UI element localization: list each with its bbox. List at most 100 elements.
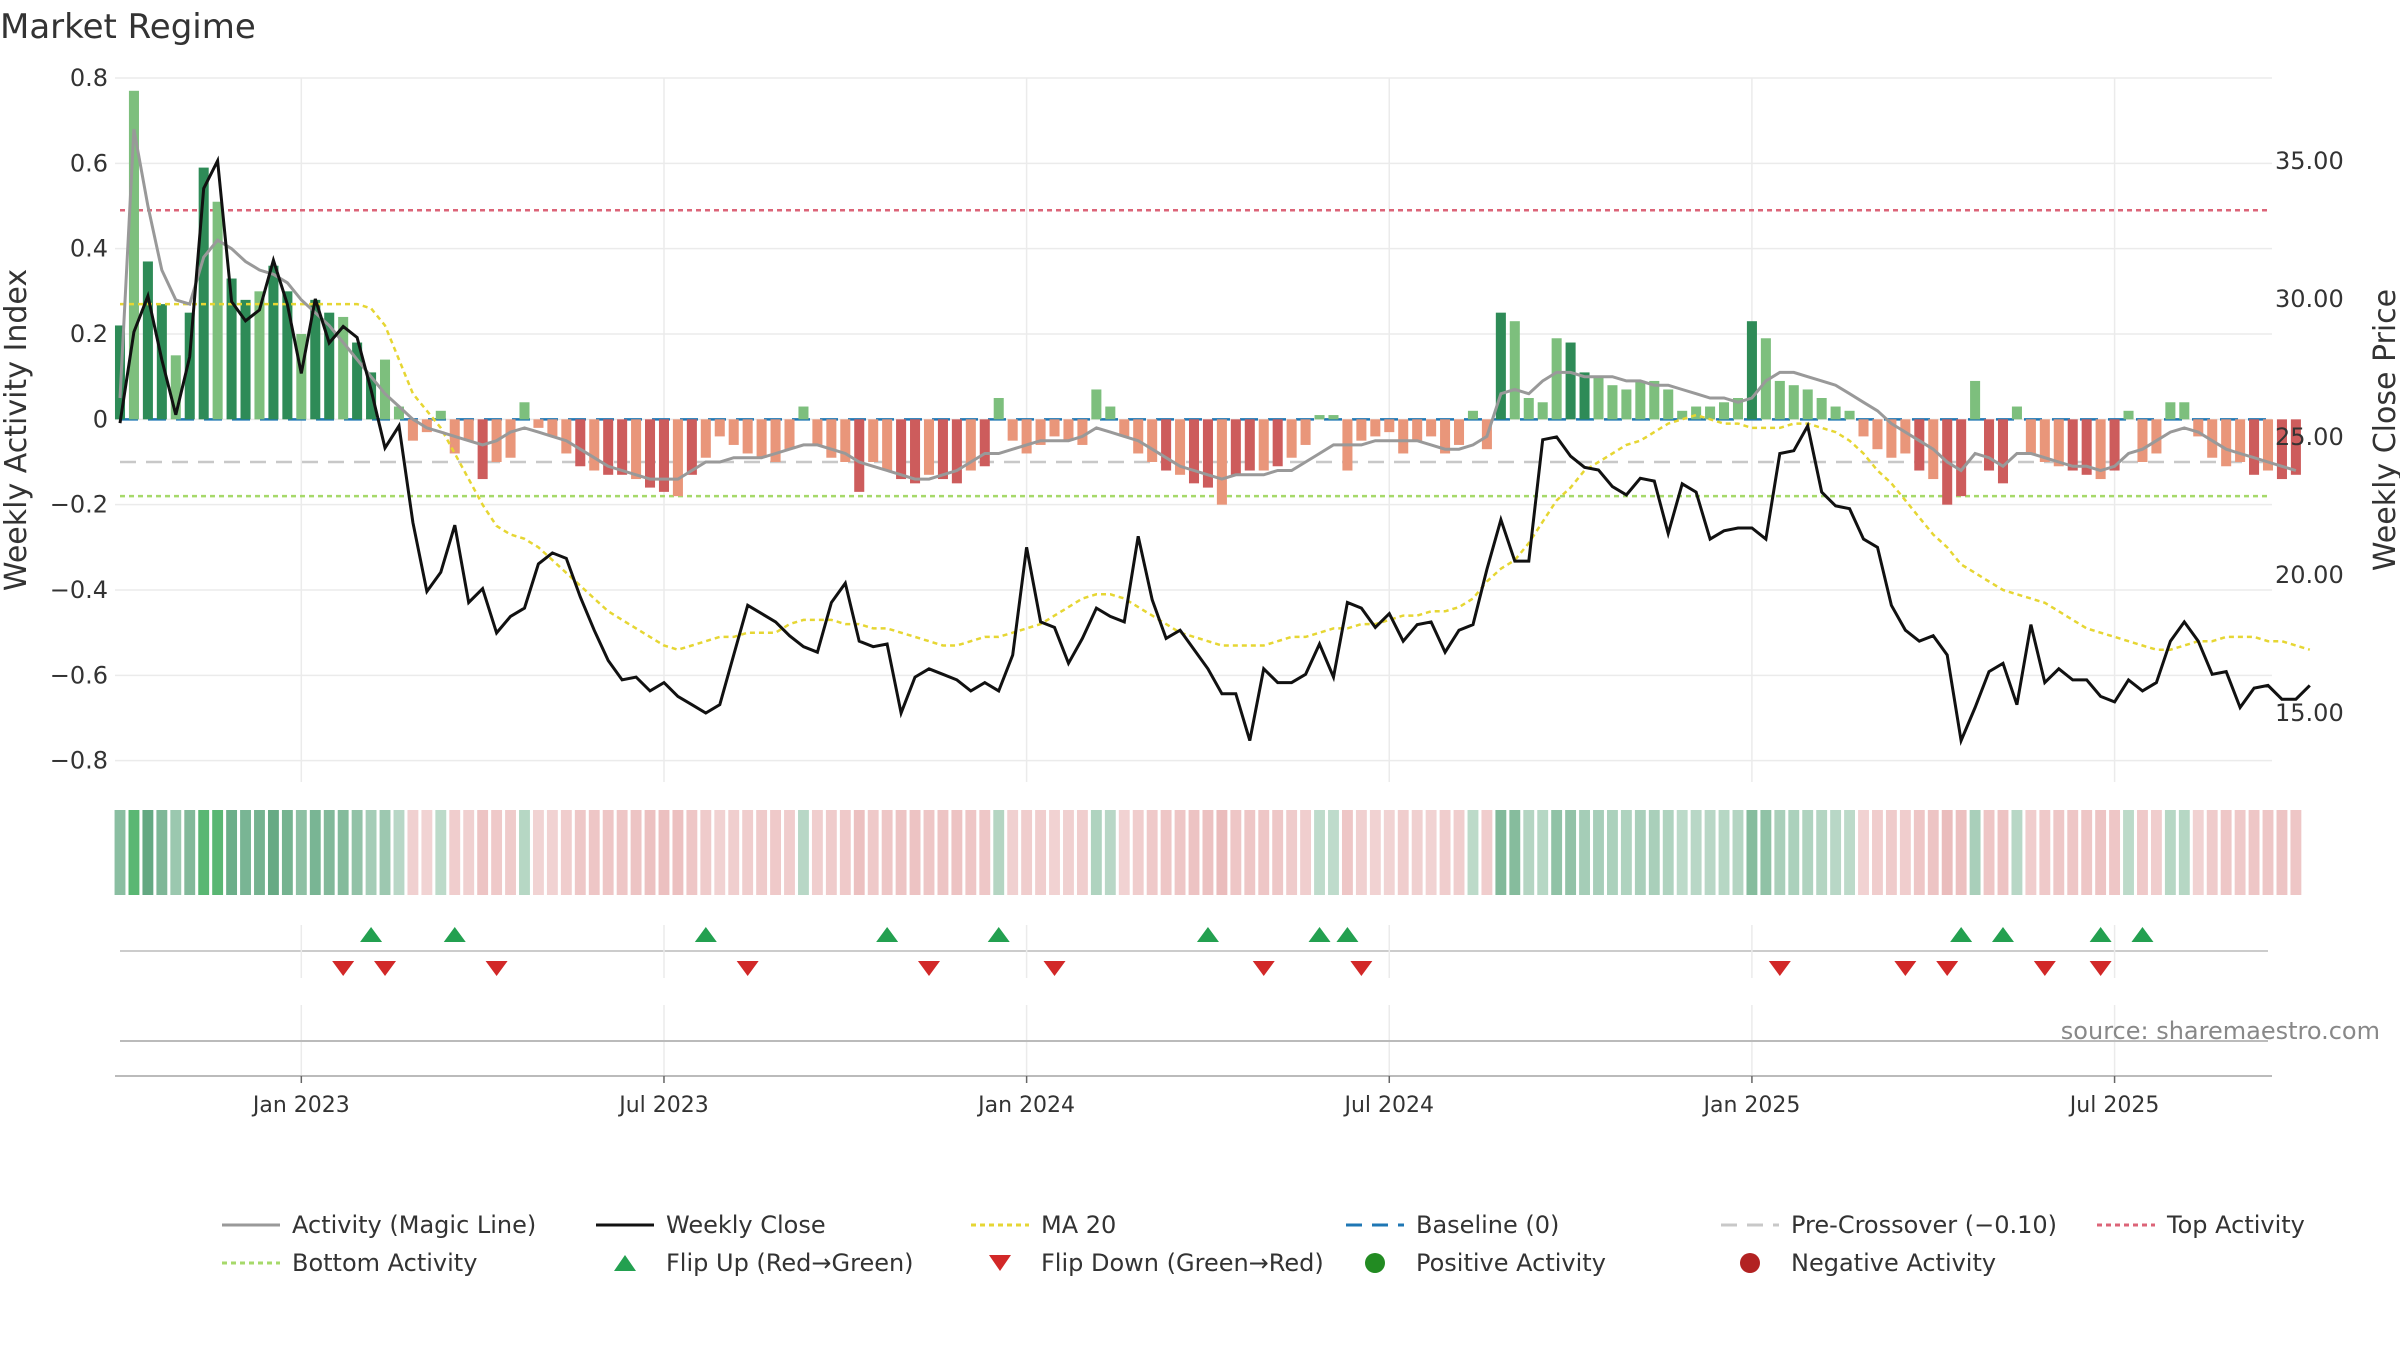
regime-cell [1955,810,1967,895]
activity-bar [1453,419,1465,445]
regime-cell [2053,810,2065,895]
regime-cell [212,810,224,895]
activity-bar [896,419,907,480]
activity-bar [1286,419,1297,458]
activity-bar [1677,410,1688,420]
activity-bar [1970,380,1981,420]
flip-up-marker [987,927,1010,942]
legend-item: Pre-Crossover (−0.10) [1721,1211,2057,1239]
activity-bar [686,419,697,475]
regime-cell [477,810,489,895]
regime-cell [1858,810,1869,895]
regime-cell [1453,810,1465,895]
activity-bar [352,342,363,420]
activity-bar [379,359,391,420]
activity-bar [1649,380,1660,420]
activity-bar [1732,398,1743,420]
activity-bar [1356,419,1367,441]
activity-bar [1091,389,1102,420]
legend-item: Flip Down (Green→Red) [989,1249,1324,1277]
activity-bar [631,419,642,480]
regime-cell [421,810,433,895]
activity-bar [1900,419,1911,454]
regime-cell [993,810,1005,895]
activity-bar [1384,419,1395,433]
regime-cell [1049,810,1060,895]
activity-bar [1467,410,1478,420]
activity-bar [784,419,795,450]
activity-bar [1691,406,1702,420]
activity-bar [2235,419,2246,462]
activity-bar [965,419,976,471]
activity-bar [700,419,711,458]
activity-bar [937,419,948,480]
regime-cell [128,810,140,895]
regime-cell [979,810,991,895]
series-lines [118,128,2311,746]
regime-cell [1411,810,1423,895]
regime-cell [658,810,670,895]
regime-cell [881,810,893,895]
activity-bar [477,419,488,480]
regime-cell [184,810,196,895]
regime-cell [533,810,544,895]
activity-bar [1161,419,1172,471]
regime-cell [2192,810,2204,895]
regime-cell [1104,810,1116,895]
regime-cell [1830,810,1842,895]
legend-swatch-triangle-down [989,1255,1011,1271]
flip-down-marker [1252,961,1275,976]
chart-title: Market Regime [0,7,256,47]
regime-cell [1314,810,1325,895]
left-tick-label: −0.6 [50,661,108,689]
activity-bar [882,419,893,471]
regime-cell [2220,810,2232,895]
flip-up-marker [1950,927,1973,942]
activity-bar [812,419,823,445]
activity-bar [463,419,474,441]
activity-bar [1886,419,1897,458]
activity-bar [1412,419,1423,441]
regime-cell [2011,810,2023,895]
activity-bar [2262,419,2274,471]
flip-up-marker [876,927,899,942]
activity-bar [2109,419,2120,471]
regime-cell [2067,810,2079,895]
regime-cell [1662,810,1674,895]
regime-cell [463,810,475,895]
regime-cell [449,810,461,895]
activity-bar [1426,419,1437,437]
legend-label: Negative Activity [1791,1249,1996,1277]
activity-bar [617,419,628,475]
activity-bar [1035,419,1046,445]
regime-cell [1537,810,1549,895]
right-tick-label: 30.00 [2275,285,2344,313]
x-axis-ticks: Jan 2023 Jul 2023 Jan 2024 Jul 2024 Jan 2025… [251,1076,2159,1118]
activity-bar [854,419,865,492]
regime-cell [1551,810,1563,895]
x-tick-label: Jan 2024 [976,1093,1075,1118]
activity-bar [1202,419,1213,488]
regime-cell [560,810,572,895]
activity-bar [2207,419,2218,458]
regime-cell [1300,810,1312,895]
magic-line [118,128,2297,481]
activity-bar [951,419,962,484]
legend-swatch-triangle-up [614,1255,636,1271]
activity-bar [2221,419,2232,467]
regime-cell [2206,810,2218,895]
activity-bar [254,291,265,420]
activity-bar [1551,338,1562,420]
regime-strip [114,810,2302,895]
regime-cell [2025,810,2037,895]
activity-bar [2053,419,2064,467]
activity-bar [1049,419,1060,437]
activity-bar [1147,419,1158,462]
bottom-timeline-panel [115,1005,2272,1077]
activity-bar [1509,321,1520,420]
left-tick-label: 0 [93,405,108,433]
regime-cell [1202,810,1214,895]
regime-cell [2234,810,2246,895]
x-tick-label: Jan 2023 [251,1093,350,1118]
regime-cell [1021,810,1033,895]
